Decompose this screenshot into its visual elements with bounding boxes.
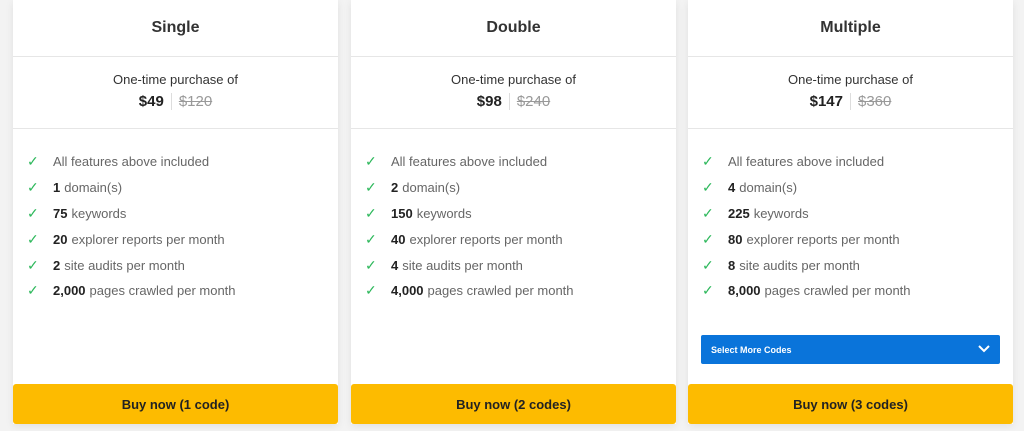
check-icon: ✓ xyxy=(365,204,377,221)
feature-text: All features above included xyxy=(728,154,885,170)
check-icon: ✓ xyxy=(365,256,377,273)
check-icon: ✓ xyxy=(27,282,39,299)
chevron-down-icon xyxy=(978,344,990,355)
purchase-label: One-time purchase of xyxy=(112,72,238,87)
feature-item: ✓ 4,000 pages crawled per month xyxy=(365,278,676,304)
plan-title: Multiple xyxy=(688,0,1013,57)
current-price: $98 xyxy=(477,93,510,110)
feature-text: domain(s) xyxy=(64,180,123,196)
buy-now-button[interactable]: Buy now (2 codes) xyxy=(351,384,676,424)
feature-value: 2 xyxy=(391,180,399,196)
feature-value: 4 xyxy=(728,180,736,196)
feature-text: pages crawled per month xyxy=(89,283,236,299)
feature-item: ✓ 40 explorer reports per month xyxy=(365,226,676,252)
check-icon: ✓ xyxy=(365,282,377,299)
feature-item: ✓ All features above included xyxy=(702,149,1013,175)
price-section: One-time purchase of $49 $120 xyxy=(13,57,338,129)
feature-value: 4 xyxy=(391,257,399,273)
feature-text: keywords xyxy=(753,205,809,221)
check-icon: ✓ xyxy=(27,179,39,196)
feature-text: pages crawled per month xyxy=(764,283,911,299)
feature-text: All features above included xyxy=(391,154,548,170)
price-row: $147 $360 xyxy=(688,93,1013,110)
purchase-label: One-time purchase of xyxy=(450,72,576,87)
price-section: One-time purchase of $147 $360 xyxy=(688,57,1013,129)
check-icon: ✓ xyxy=(365,153,377,170)
plan-card-double: Double One-time purchase of $98 $240 ✓ All fe… xyxy=(351,0,676,424)
feature-item: ✓ 75 keywords xyxy=(27,201,338,227)
feature-value: 75 xyxy=(53,205,68,221)
price-section: One-time purchase of $98 $240 xyxy=(351,57,676,129)
feature-item: ✓ 4 domain(s) xyxy=(702,175,1013,201)
original-price: $240 xyxy=(516,93,551,110)
plan-card-multiple: Multiple One-time purchase of $147 $360 ✓ All… xyxy=(688,0,1013,424)
feature-text: All features above included xyxy=(53,154,210,170)
feature-item: ✓ 20 explorer reports per month xyxy=(27,226,338,252)
feature-item: ✓ 2 site audits per month xyxy=(27,252,338,278)
feature-text: domain(s) xyxy=(739,180,798,196)
feature-text: explorer reports per month xyxy=(409,231,563,247)
current-price: $147 xyxy=(810,93,851,110)
feature-text: site audits per month xyxy=(739,257,860,273)
feature-item: ✓ All features above included xyxy=(365,149,676,175)
check-icon: ✓ xyxy=(702,153,714,170)
feature-value: 20 xyxy=(53,231,68,247)
feature-item: ✓ 4 site audits per month xyxy=(365,252,676,278)
feature-list: ✓ All features above included ✓ 4 domain(s) ✓… xyxy=(688,129,1013,304)
feature-value: 2,000 xyxy=(53,283,86,299)
feature-text: keywords xyxy=(416,205,472,221)
check-icon: ✓ xyxy=(365,179,377,196)
feature-list: ✓ All features above included ✓ 1 domain(s) ✓… xyxy=(13,129,338,304)
feature-item: ✓ 80 explorer reports per month xyxy=(702,226,1013,252)
original-price: $360 xyxy=(858,93,892,110)
feature-value: 8 xyxy=(728,257,736,273)
feature-item: ✓ All features above included xyxy=(27,149,338,175)
price-row: $98 $240 xyxy=(351,93,676,110)
feature-item: ✓ 1 domain(s) xyxy=(27,175,338,201)
check-icon: ✓ xyxy=(27,153,39,170)
check-icon: ✓ xyxy=(702,282,714,299)
feature-item: ✓ 8 site audits per month xyxy=(702,252,1013,278)
current-price: $49 xyxy=(139,93,172,110)
feature-text: pages crawled per month xyxy=(427,283,574,299)
check-icon: ✓ xyxy=(702,204,714,221)
purchase-label: One-time purchase of xyxy=(787,72,913,87)
buy-now-button[interactable]: Buy now (1 code) xyxy=(13,384,338,424)
feature-value: 225 xyxy=(728,205,750,221)
check-icon: ✓ xyxy=(702,179,714,196)
plan-card-single: Single One-time purchase of $49 $120 ✓ All fe… xyxy=(13,0,338,424)
feature-item: ✓ 225 keywords xyxy=(702,201,1013,227)
feature-text: site audits per month xyxy=(402,257,523,273)
original-price: $120 xyxy=(178,93,213,110)
plan-title: Single xyxy=(13,0,338,57)
feature-value: 80 xyxy=(728,231,743,247)
feature-value: 2 xyxy=(53,257,61,273)
check-icon: ✓ xyxy=(27,230,39,247)
price-row: $49 $120 xyxy=(13,93,338,110)
feature-text: explorer reports per month xyxy=(71,231,225,247)
feature-item: ✓ 150 keywords xyxy=(365,201,676,227)
check-icon: ✓ xyxy=(702,230,714,247)
feature-value: 1 xyxy=(53,180,61,196)
select-more-codes-dropdown[interactable]: Select More Codes xyxy=(701,335,1000,364)
select-label: Select More Codes xyxy=(711,344,792,355)
feature-text: domain(s) xyxy=(402,180,461,196)
feature-value: 150 xyxy=(391,205,413,221)
feature-item: ✓ 2,000 pages crawled per month xyxy=(27,278,338,304)
feature-value: 4,000 xyxy=(391,283,424,299)
plan-title: Double xyxy=(351,0,676,57)
feature-text: explorer reports per month xyxy=(746,231,900,247)
feature-text: site audits per month xyxy=(64,257,185,273)
check-icon: ✓ xyxy=(27,204,39,221)
feature-value: 40 xyxy=(391,231,406,247)
check-icon: ✓ xyxy=(702,256,714,273)
check-icon: ✓ xyxy=(27,256,39,273)
buy-now-button[interactable]: Buy now (3 codes) xyxy=(688,384,1013,424)
feature-list: ✓ All features above included ✓ 2 domain(s) ✓… xyxy=(351,129,676,304)
feature-item: ✓ 2 domain(s) xyxy=(365,175,676,201)
feature-text: keywords xyxy=(71,205,127,221)
feature-item: ✓ 8,000 pages crawled per month xyxy=(702,278,1013,304)
check-icon: ✓ xyxy=(365,230,377,247)
feature-value: 8,000 xyxy=(728,283,761,299)
